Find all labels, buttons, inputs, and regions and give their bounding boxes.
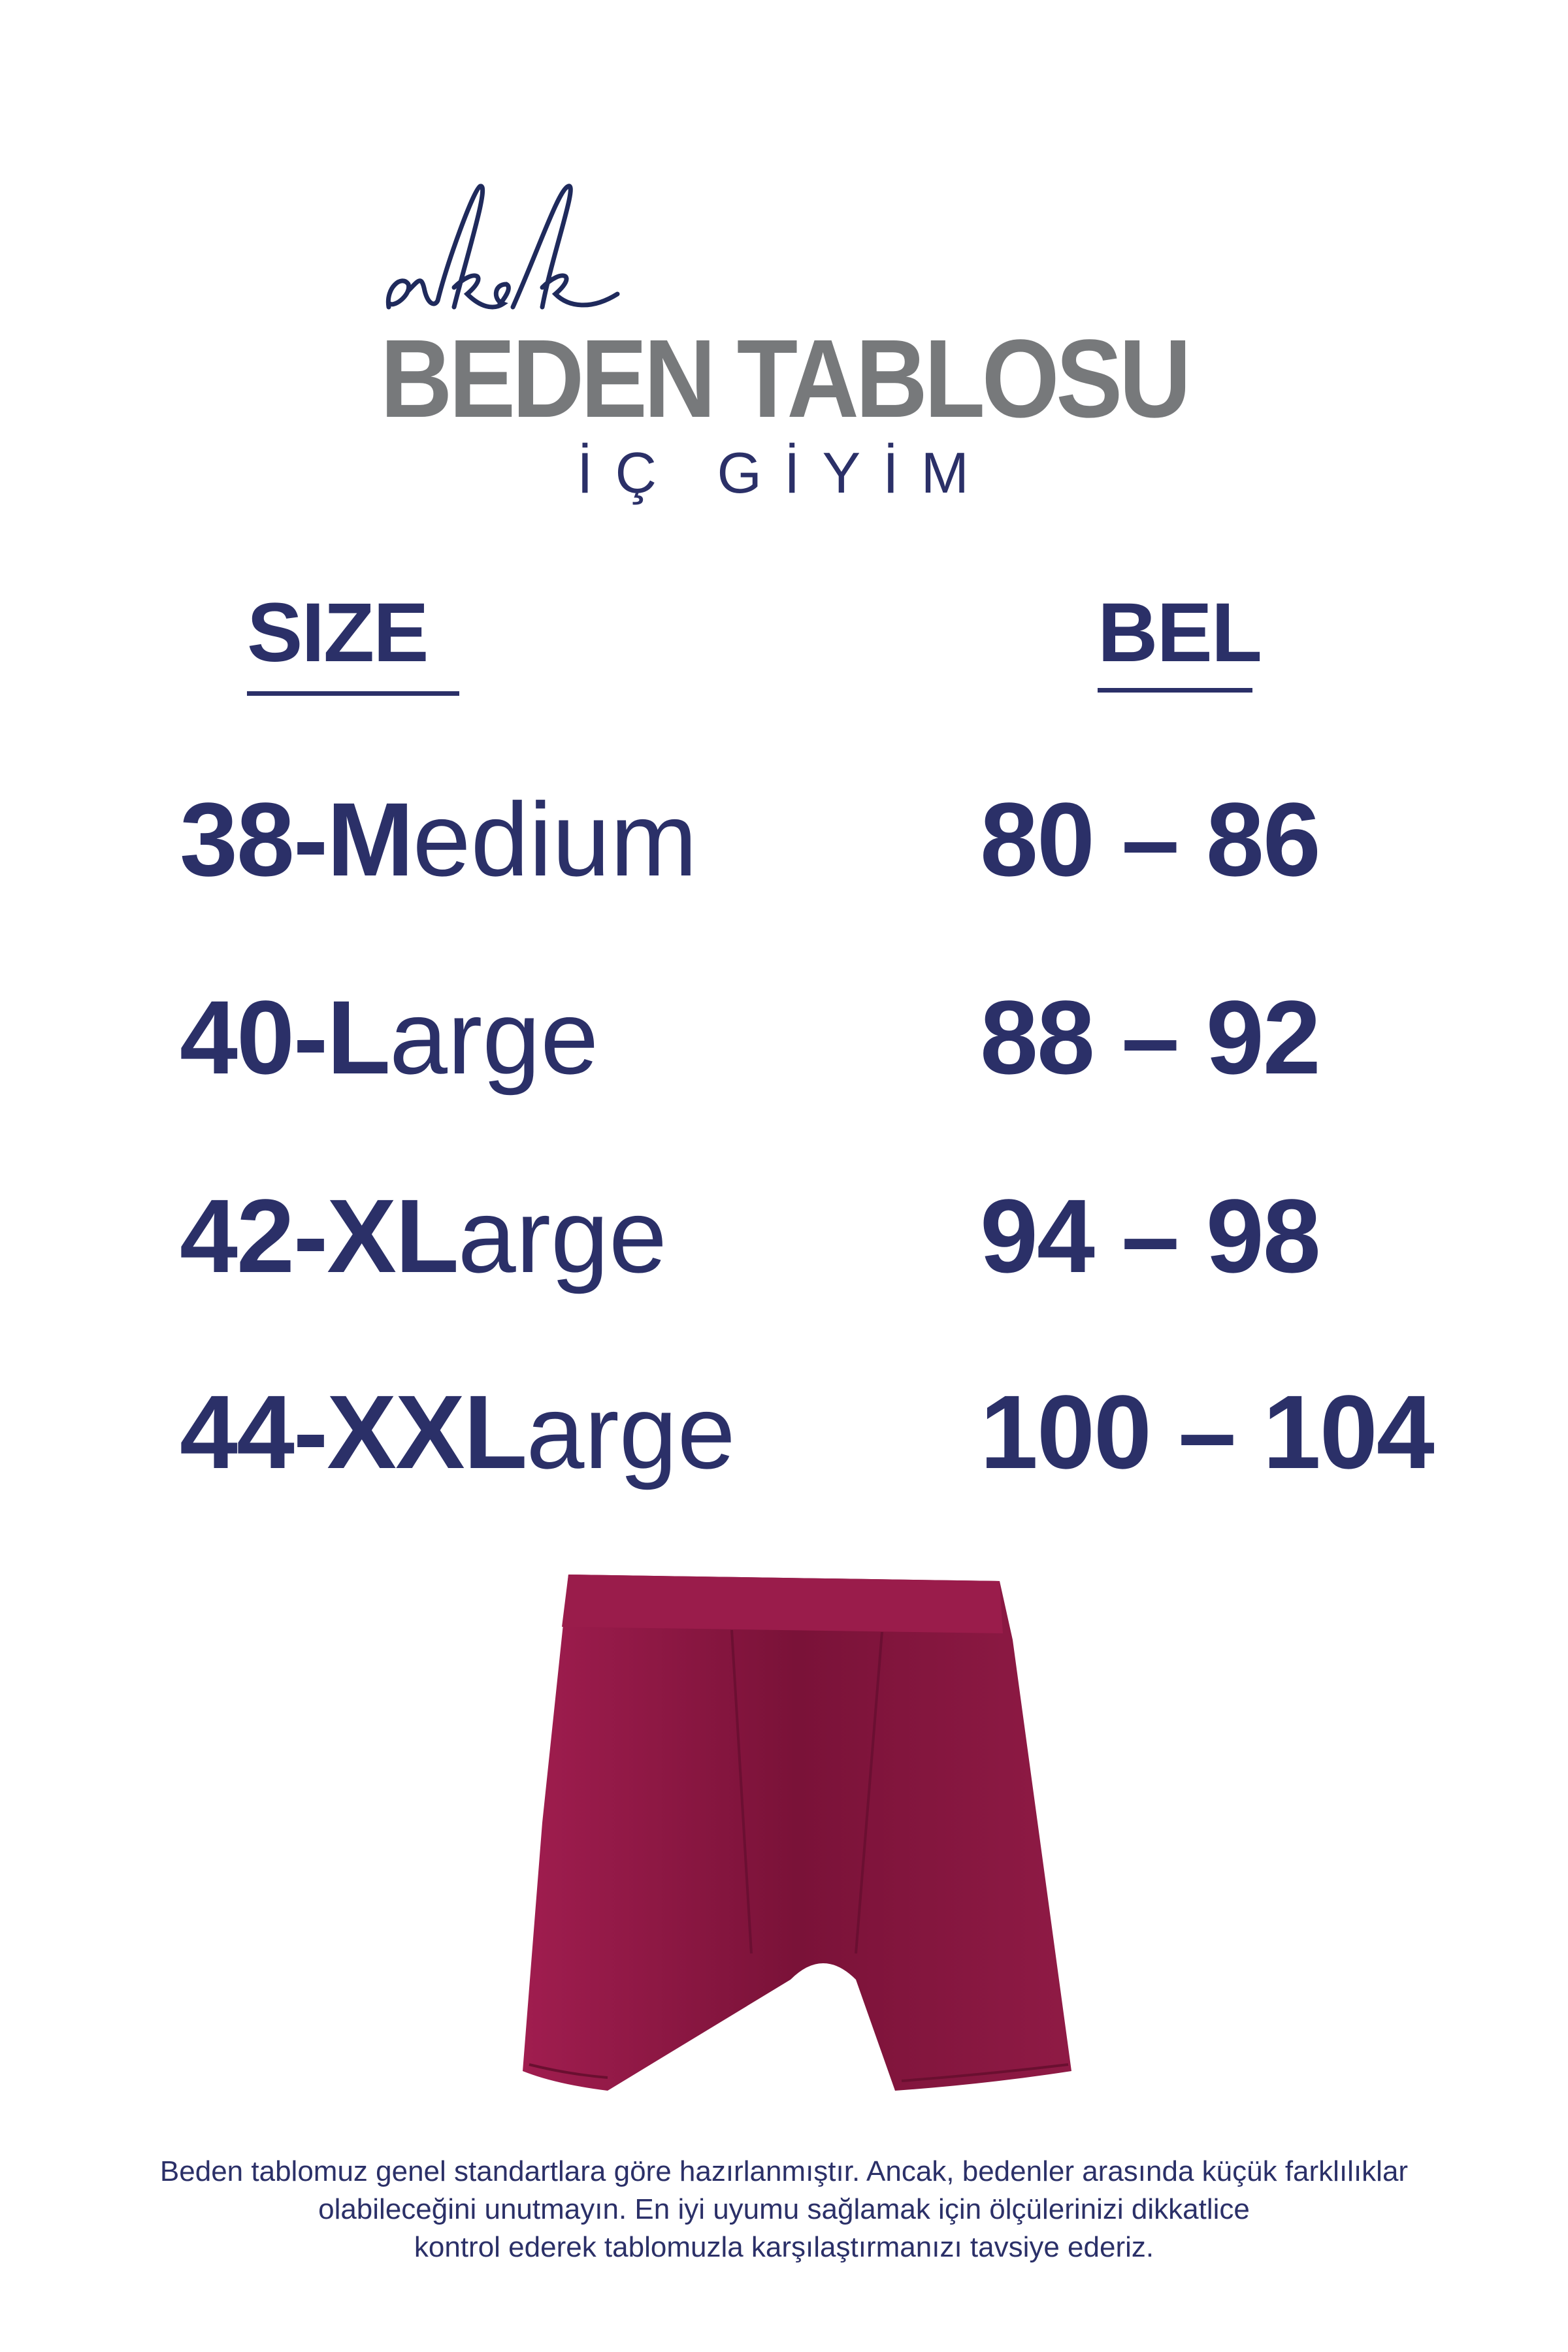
waist-column-header: BEL	[1098, 586, 1262, 679]
size-number: 42-	[180, 1177, 328, 1294]
size-code: M	[327, 781, 414, 898]
size-row-label: 44-XXLarge	[180, 1380, 736, 1484]
note-line: olabileceğini unutmayın. En iyi uyumu sa…	[318, 2193, 1250, 2225]
size-word-rest: arge	[457, 1177, 667, 1294]
page-subtitle: İÇ GİYİM	[577, 440, 991, 505]
size-number: 40-	[180, 979, 328, 1096]
size-header-underline	[247, 691, 459, 696]
size-code: L	[327, 979, 391, 1096]
size-code: XL	[327, 1177, 459, 1294]
waist-range: 100 – 104	[980, 1373, 1435, 1490]
size-column-header: SIZE	[247, 586, 429, 679]
page-title: BEDEN TABLOSU	[380, 317, 1191, 441]
size-number: 44-	[180, 1373, 328, 1490]
size-word-rest: edium	[412, 781, 698, 898]
waist-range: 80 – 86	[980, 781, 1321, 898]
waist-range: 94 – 98	[980, 1177, 1321, 1294]
size-word-rest: arge	[389, 979, 599, 1096]
size-row-label: 40-Large	[180, 985, 598, 1090]
size-number: 38-	[180, 781, 328, 898]
note-line: kontrol ederek tablomuzla karşılaştırman…	[414, 2231, 1154, 2263]
script-title-erkek	[385, 184, 620, 310]
size-row-label: 38-Medium	[180, 787, 697, 892]
note-line: Beden tablomuz genel standartlara göre h…	[159, 2155, 1409, 2187]
size-word-rest: arge	[526, 1373, 736, 1490]
waist-range: 88 – 92	[980, 979, 1321, 1096]
disclaimer-note: Beden tablomuz genel standartlara göre h…	[0, 2153, 1568, 2266]
size-row-label: 42-XLarge	[180, 1184, 667, 1288]
size-code: XXL	[327, 1373, 527, 1490]
boxer-briefs-image	[523, 1575, 1071, 2091]
waist-header-underline	[1098, 688, 1252, 693]
